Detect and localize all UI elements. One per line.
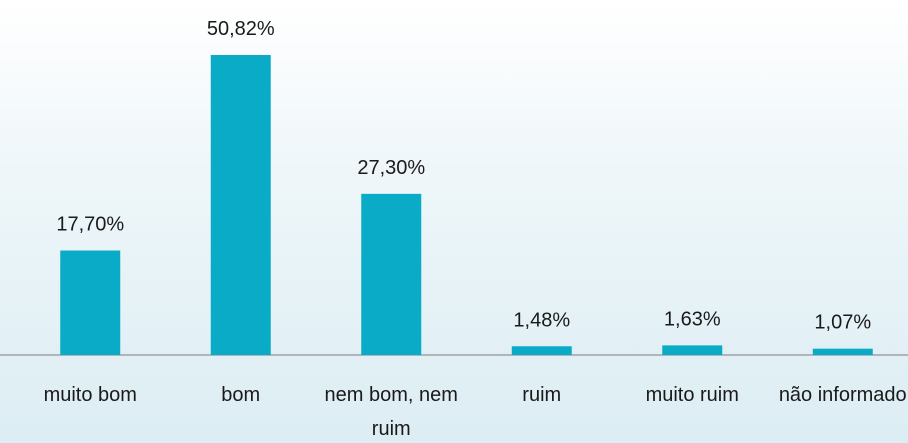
bar <box>210 55 271 355</box>
category-label: não informado <box>778 384 907 406</box>
value-label: 1,63% <box>664 308 721 330</box>
bar <box>60 250 121 355</box>
value-label: 1,07% <box>814 312 871 334</box>
category-label: ruim <box>522 384 562 406</box>
value-label: 27,30% <box>357 157 425 179</box>
bar <box>662 345 723 355</box>
category-label: nem bom, nem ruim <box>324 384 458 440</box>
value-label: 17,70% <box>56 214 124 236</box>
value-label: 50,82% <box>207 18 275 40</box>
category-label: bom <box>221 384 261 406</box>
bar <box>361 193 422 355</box>
value-label: 1,48% <box>513 309 570 331</box>
bar <box>812 348 873 355</box>
category-label: muito bom <box>43 384 137 406</box>
bar <box>511 346 572 355</box>
category-label: muito ruim <box>645 384 739 406</box>
